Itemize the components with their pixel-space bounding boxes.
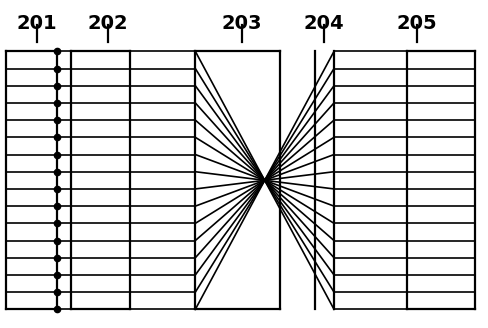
Text: 204: 204 — [304, 14, 345, 33]
Text: 205: 205 — [396, 14, 437, 33]
Text: 203: 203 — [222, 14, 262, 33]
Text: 201: 201 — [17, 14, 58, 33]
Text: 202: 202 — [87, 14, 128, 33]
